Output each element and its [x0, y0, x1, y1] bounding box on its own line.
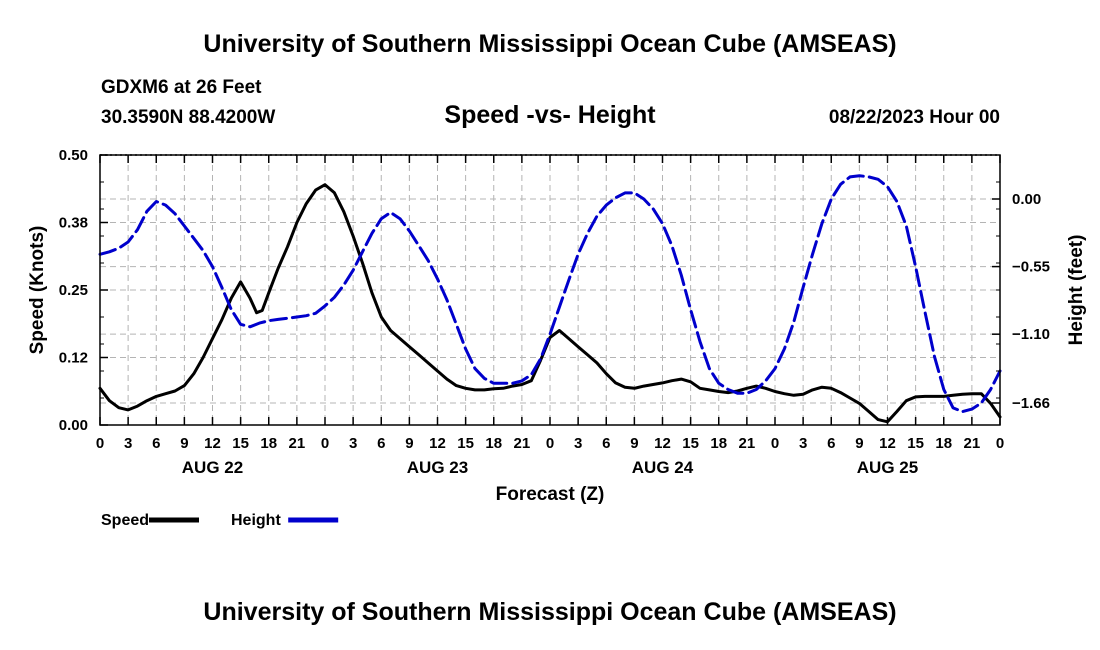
day-label: AUG 25: [857, 458, 918, 477]
x-tick-label: 3: [124, 435, 132, 452]
axes: [99, 154, 1001, 426]
chart-title: University of Southern Mississippi Ocean…: [203, 30, 897, 58]
y-left-tick-label: 0.50: [59, 147, 88, 164]
x-tick-label: 18: [485, 435, 502, 452]
x-tick-label: 6: [602, 435, 610, 452]
y-right-tick-label: −0.55: [1012, 259, 1050, 276]
x-tick-label: 18: [710, 435, 727, 452]
y-right-tick-label: −1.10: [1012, 326, 1050, 343]
x-tick-label: 3: [574, 435, 582, 452]
x-tick-label: 21: [289, 435, 306, 452]
station-label: GDXM6 at 26 Feet: [101, 77, 262, 98]
forecast-date-label: 08/22/2023 Hour 00: [828, 107, 1000, 128]
x-tick-label: 15: [232, 435, 249, 452]
x-tick-label: 18: [935, 435, 952, 452]
axis-labels: 0 3 6 9 12 15 18 21 0 3 6 9 12 15 18 21 0 3 6 9 12 15 18 21 0 3 6 9…: [27, 147, 1087, 505]
day-label: AUG 24: [632, 458, 694, 477]
series-line-height: [98, 174, 1002, 414]
day-label: AUG 22: [182, 458, 243, 477]
x-tick-label: 0: [546, 435, 554, 452]
x-tick-label: 0: [771, 435, 779, 452]
x-tick-label: 0: [96, 435, 104, 452]
y-right-axis-title: Height (feet): [1066, 235, 1087, 346]
x-tick-label: 12: [429, 435, 446, 452]
x-tick-label: 15: [457, 435, 474, 452]
legend-label-height: Height: [231, 512, 281, 529]
footer-title: University of Southern Mississippi Ocean…: [203, 598, 897, 626]
x-tick-label: 6: [827, 435, 835, 452]
y-left-tick-label: 0.38: [59, 215, 88, 232]
y-left-axis-title: Speed (Knots): [27, 226, 48, 355]
y-right-tick-label: 0.00: [1012, 191, 1041, 208]
y-left-tick-label: 0.12: [59, 350, 88, 367]
y-left-tick-label: 0.00: [59, 417, 88, 434]
x-tick-label: 15: [907, 435, 924, 452]
legend: Speed Height: [101, 512, 339, 529]
x-tick-label: 12: [654, 435, 671, 452]
x-tick-label: 21: [514, 435, 531, 452]
x-tick-label: 12: [204, 435, 221, 452]
x-tick-label: 15: [682, 435, 699, 452]
legend-label-speed: Speed: [101, 512, 149, 529]
x-tick-label: 3: [349, 435, 357, 452]
x-tick-label: 9: [630, 435, 638, 452]
x-tick-label: 12: [879, 435, 896, 452]
grid-lines: [100, 155, 1000, 425]
coordinates-label: 30.3590N 88.4200W: [101, 107, 276, 128]
series-lines: [98, 174, 1002, 424]
x-tick-label: 6: [377, 435, 385, 452]
x-tick-label: 18: [260, 435, 277, 452]
x-tick-label: 9: [180, 435, 188, 452]
x-tick-label: 0: [321, 435, 329, 452]
x-tick-label: 9: [855, 435, 863, 452]
chart-subtitle: Speed -vs- Height: [444, 101, 656, 129]
y-right-tick-label: −1.66: [1012, 395, 1050, 412]
x-tick-label: 21: [739, 435, 756, 452]
x-tick-label: 3: [799, 435, 807, 452]
x-tick-label: 21: [964, 435, 981, 452]
x-tick-label: 9: [405, 435, 413, 452]
x-axis-title: Forecast (Z): [496, 484, 605, 505]
x-tick-label: 0: [996, 435, 1004, 452]
y-left-tick-label: 0.25: [59, 282, 88, 299]
x-tick-label: 6: [152, 435, 160, 452]
day-label: AUG 23: [407, 458, 468, 477]
